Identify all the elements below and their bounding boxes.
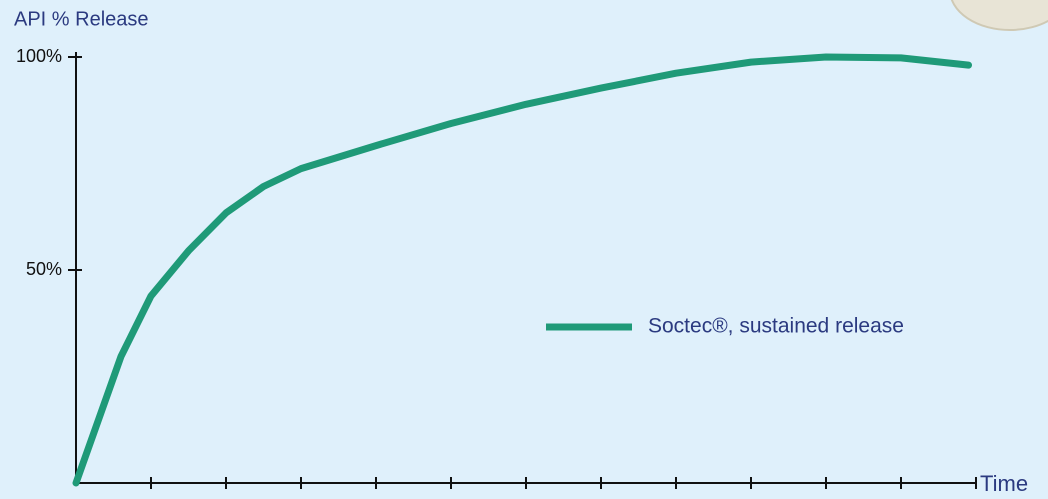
legend-label: Soctec®, sustained release: [648, 315, 904, 338]
y-tick-label: 50%: [26, 259, 62, 279]
data-line: [72, 53, 972, 487]
pill-decoration: [950, 0, 1048, 31]
y-axis-label: API % Release: [14, 8, 149, 30]
x-axis-label: Time: [980, 471, 1028, 496]
y-tick-label: 100%: [16, 46, 62, 66]
